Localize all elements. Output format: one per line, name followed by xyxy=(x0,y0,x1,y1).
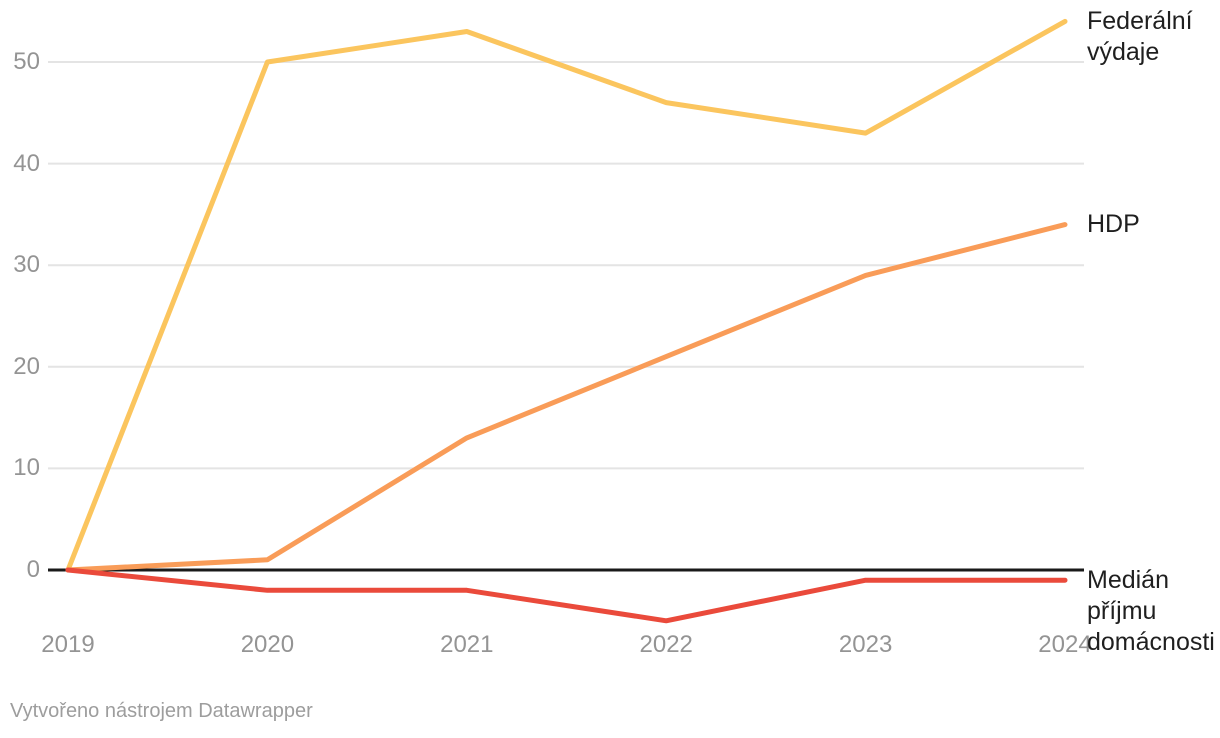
series-line-0 xyxy=(65,18,1068,573)
y-tick-label: 30 xyxy=(13,251,40,279)
series-line-2 xyxy=(65,567,1068,624)
x-tick-label: 2020 xyxy=(240,631,295,658)
x-axis-ticks: 2019 2020 2021 2022 2023 2024 xyxy=(41,631,1092,658)
series-label-0: Federální výdaje xyxy=(1087,6,1193,66)
series-line-1 xyxy=(65,222,1068,573)
x-tick-label: 2019 xyxy=(41,631,95,658)
series-label-1: HDP xyxy=(1087,210,1140,239)
y-tick-label: 10 xyxy=(13,454,40,482)
x-tick-label: 2023 xyxy=(838,631,893,658)
y-tick-label: 40 xyxy=(13,149,40,177)
y-axis-ticks: 0 10 20 30 40 50 xyxy=(0,0,40,680)
datawrapper-credit-link[interactable]: Vytvořeno nástrojem Datawrapper xyxy=(10,700,313,722)
chart-svg xyxy=(48,18,1084,624)
series-label-2: Medián příjmu domácnosti xyxy=(1087,565,1215,656)
series-labels: Federální výdaje HDP Medián příjmu domácno… xyxy=(1087,6,1215,656)
y-tick-label: 0 xyxy=(26,556,40,583)
x-tick-label: 2021 xyxy=(440,631,494,658)
y-tick-label: 50 xyxy=(13,48,40,75)
y-tick-label: 20 xyxy=(13,352,40,380)
x-tick-label: 2024 xyxy=(1038,631,1092,658)
x-tick-label: 2022 xyxy=(639,631,693,658)
